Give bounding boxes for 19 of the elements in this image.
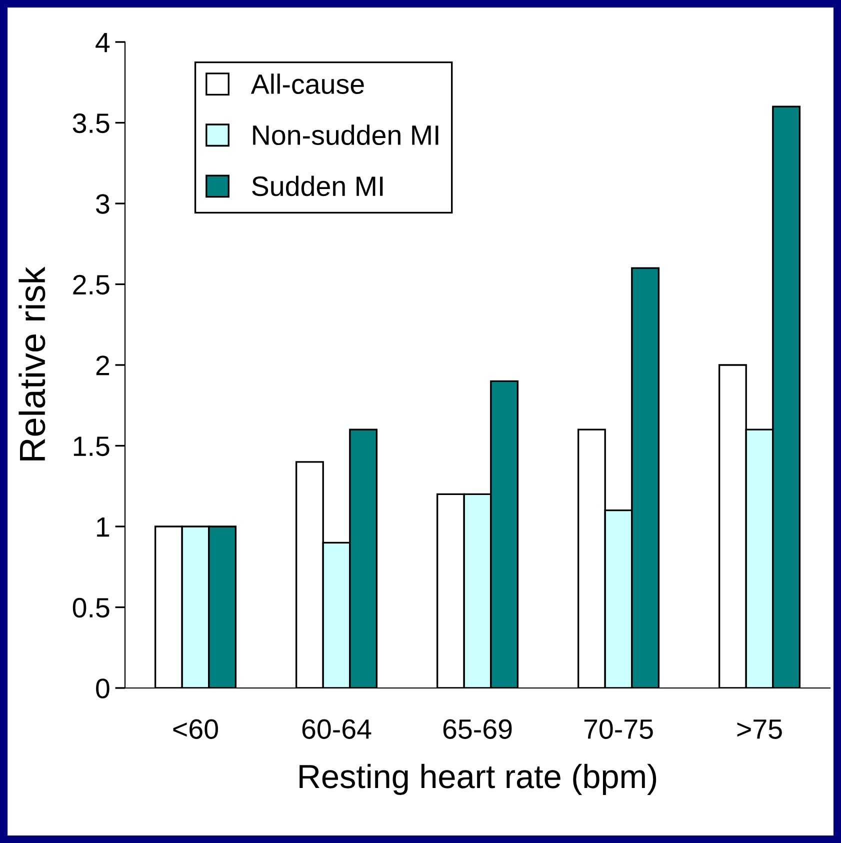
y-tick-label: 2.5	[73, 274, 110, 295]
x-tick-label: >75	[737, 720, 782, 739]
y-axis-title: Relative risk	[18, 266, 46, 460]
y-tick-label: 1.5	[74, 436, 110, 456]
y-tick-label: 4	[96, 32, 110, 52]
x-tick-label: 70-75	[584, 719, 653, 739]
x-tick-label: 60-64	[302, 719, 372, 739]
x-axis-title: Resting heart rate (bpm)	[300, 764, 656, 795]
y-tick-label: 0	[96, 678, 110, 698]
legend-label: Non-sudden MI	[253, 124, 438, 146]
y-tick-label: 2	[96, 356, 110, 376]
y-tick-label: 3.5	[72, 113, 110, 134]
y-tick-label: 0.5	[72, 598, 110, 618]
x-tick-label: <60	[173, 719, 218, 739]
y-tick-label: 3	[96, 194, 110, 214]
y-tick-label: 1	[97, 517, 110, 537]
legend-label: All-cause	[250, 74, 364, 94]
legend-label: Sudden MI	[252, 176, 383, 196]
x-tick-label: 65-69	[443, 719, 512, 739]
